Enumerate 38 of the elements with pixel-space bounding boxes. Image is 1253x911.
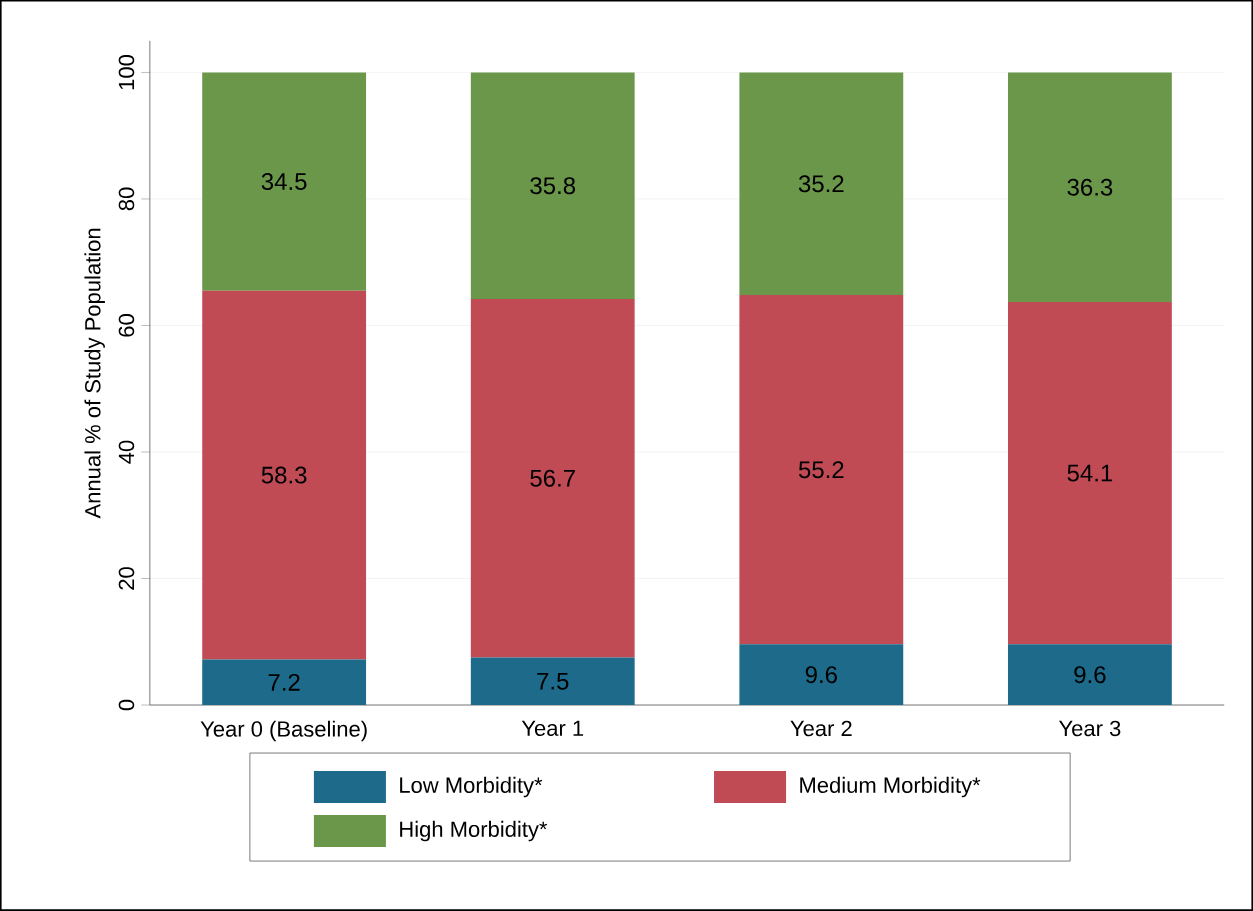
y-tick-label: 40 xyxy=(118,440,135,464)
data-label: 54.1 xyxy=(1067,464,1113,482)
y-axis-title: Annual % of Study Population xyxy=(84,228,105,519)
x-tick-label: Year 2 xyxy=(790,720,852,737)
legend-label: Low Morbidity* xyxy=(400,776,543,798)
data-label: 35.2 xyxy=(798,175,844,193)
bar xyxy=(470,657,635,706)
bar xyxy=(470,72,635,299)
data-label: 58.3 xyxy=(261,466,307,484)
data-label: 7.2 xyxy=(268,673,300,691)
bar xyxy=(1007,302,1172,645)
y-tick-label: 20 xyxy=(118,567,135,590)
bar xyxy=(202,72,367,291)
bar xyxy=(739,72,904,296)
bar xyxy=(739,644,904,706)
bar xyxy=(202,659,367,706)
data-label: 7.5 xyxy=(537,672,569,690)
data-label: 9.6 xyxy=(805,666,837,684)
y-tick-label: 80 xyxy=(118,187,135,211)
data-label: 56.7 xyxy=(530,469,575,487)
bar xyxy=(202,290,367,660)
x-tick-label: Year 3 xyxy=(1058,720,1121,737)
legend-label: High Morbidity* xyxy=(400,820,548,842)
x-tick-label: Year 0 (Baseline) xyxy=(200,720,367,742)
x-tick-label: Year 1 xyxy=(521,720,584,737)
data-label: 55.2 xyxy=(798,461,844,479)
data-label: 35.8 xyxy=(530,177,576,195)
data-label: 34.5 xyxy=(261,173,307,191)
bar xyxy=(1007,72,1172,303)
y-tick-label: 60 xyxy=(118,314,135,337)
legend-label: Medium Morbidity* xyxy=(800,776,981,798)
bar xyxy=(470,298,635,658)
bar xyxy=(739,295,904,645)
bar xyxy=(1007,644,1172,706)
data-label: 36.3 xyxy=(1067,178,1113,196)
data-label: 9.6 xyxy=(1074,666,1106,684)
y-tick-label: 100 xyxy=(118,55,135,90)
y-tick-label: 0 xyxy=(118,699,135,711)
